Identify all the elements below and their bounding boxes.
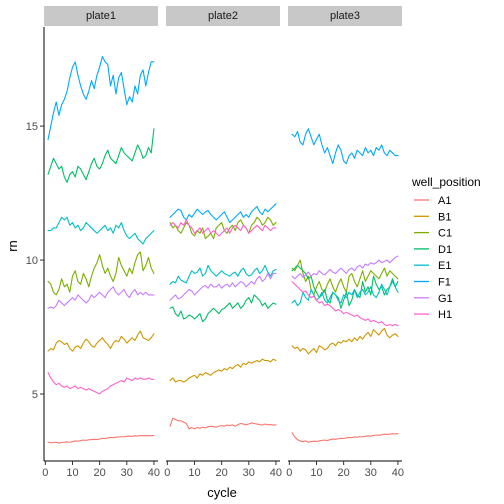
line-plate2-A1 xyxy=(169,417,277,430)
line-plate2-G1 xyxy=(169,272,277,301)
line-plate2-F1 xyxy=(169,203,277,224)
x-tick-label-plate2-30: 30 xyxy=(243,467,255,479)
y-axis-title: rn xyxy=(5,240,20,252)
line-plate3-E1 xyxy=(291,280,399,307)
legend-label-F1: F1 xyxy=(438,277,451,289)
line-plate1-E1 xyxy=(47,216,155,245)
line-plate1-H1 xyxy=(47,372,155,395)
line-plate3-G1 xyxy=(291,255,399,280)
strip-label-plate2: plate2 xyxy=(208,10,238,22)
line-plate1-C1 xyxy=(47,251,155,296)
x-tick-label-plate1-30: 30 xyxy=(121,467,133,479)
line-plate3-C1 xyxy=(291,259,399,296)
line-plate3-H1 xyxy=(291,280,399,327)
facet-strips: plate1 plate2 plate3 xyxy=(44,6,402,26)
x-tick-label-plate1-40: 40 xyxy=(148,467,160,479)
line-plate1-B1 xyxy=(47,330,155,352)
line-plate2-C1 xyxy=(169,216,277,240)
x-tick-label-plate2-0: 0 xyxy=(164,467,170,479)
y-tick-label-5: 5 xyxy=(32,389,38,401)
legend-label-C1: C1 xyxy=(438,228,452,240)
legend: well_position A1 B1 C1 D1 E1 F1 G1 H1 xyxy=(411,175,481,321)
line-plate1-F1 xyxy=(47,55,155,141)
strip-plate3 xyxy=(288,6,402,26)
x-tick-label-plate2-20: 20 xyxy=(216,467,228,479)
x-axis-title: cycle xyxy=(207,485,237,500)
line-plate2-B1 xyxy=(169,358,277,383)
x-tick-label-plate2-40: 40 xyxy=(270,467,282,479)
legend-label-G1: G1 xyxy=(438,293,453,305)
line-plate2-E1 xyxy=(169,264,277,285)
strip-label-plate3: plate3 xyxy=(330,10,360,22)
legend-title: well_position xyxy=(411,175,481,189)
legend-label-A1: A1 xyxy=(438,195,451,207)
x-tick-label-plate2-10: 10 xyxy=(188,467,200,479)
axes: 0 10 20 30 40 0 10 20 30 40 0 10 20 30 40 5 10 15 xyxy=(26,27,404,479)
legend-label-H1: H1 xyxy=(438,309,452,321)
strip-plate1 xyxy=(44,6,158,26)
y-tick-label-10: 10 xyxy=(26,255,38,267)
x-tick-label-plate1-0: 0 xyxy=(42,467,48,479)
x-tick-label-plate3-10: 10 xyxy=(310,467,322,479)
strip-label-plate1: plate1 xyxy=(86,10,116,22)
x-tick-label-plate3-0: 0 xyxy=(286,467,292,479)
line-plate1-G1 xyxy=(47,286,155,309)
line-plate3-A1 xyxy=(291,432,399,443)
legend-label-D1: D1 xyxy=(438,244,452,256)
y-tick-label-15: 15 xyxy=(26,121,38,133)
line-plate1-A1 xyxy=(47,434,155,444)
legend-label-E1: E1 xyxy=(438,260,451,272)
line-plate3-F1 xyxy=(291,128,399,165)
line-plate2-H1 xyxy=(169,219,277,237)
line-plate2-D1 xyxy=(169,294,277,323)
x-tick-label-plate1-10: 10 xyxy=(66,467,78,479)
legend-label-B1: B1 xyxy=(438,211,451,223)
line-plate3-B1 xyxy=(291,327,399,355)
x-tick-label-plate3-20: 20 xyxy=(338,467,350,479)
line-plate1-D1 xyxy=(47,128,155,183)
x-tick-label-plate3-30: 30 xyxy=(365,467,377,479)
x-tick-label-plate3-40: 40 xyxy=(392,467,404,479)
strip-plate2 xyxy=(166,6,280,26)
x-tick-label-plate1-20: 20 xyxy=(94,467,106,479)
series-lines xyxy=(47,55,399,444)
